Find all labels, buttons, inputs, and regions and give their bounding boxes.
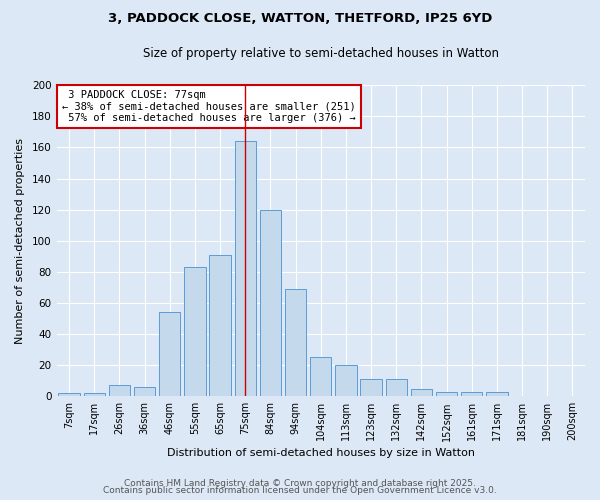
Bar [260,210,281,396]
Bar [486,392,508,396]
Title: Size of property relative to semi-detached houses in Watton: Size of property relative to semi-detach… [143,48,499,60]
Bar [159,312,181,396]
Bar [109,386,130,396]
Bar [235,142,256,396]
Bar [134,387,155,396]
Bar [310,358,331,397]
Y-axis label: Number of semi-detached properties: Number of semi-detached properties [15,138,25,344]
Bar [361,379,382,396]
Bar [335,365,356,396]
Bar [209,255,231,396]
Bar [436,392,457,396]
Text: 3, PADDOCK CLOSE, WATTON, THETFORD, IP25 6YD: 3, PADDOCK CLOSE, WATTON, THETFORD, IP25… [108,12,492,26]
Text: 3 PADDOCK CLOSE: 77sqm
← 38% of semi-detached houses are smaller (251)
 57% of s: 3 PADDOCK CLOSE: 77sqm ← 38% of semi-det… [62,90,356,123]
Text: Contains public sector information licensed under the Open Government Licence v3: Contains public sector information licen… [103,486,497,495]
Bar [411,388,432,396]
Bar [58,393,80,396]
Text: Contains HM Land Registry data © Crown copyright and database right 2025.: Contains HM Land Registry data © Crown c… [124,478,476,488]
Bar [461,392,482,396]
Bar [83,393,105,396]
X-axis label: Distribution of semi-detached houses by size in Watton: Distribution of semi-detached houses by … [167,448,475,458]
Bar [285,289,307,397]
Bar [386,379,407,396]
Bar [184,267,206,396]
